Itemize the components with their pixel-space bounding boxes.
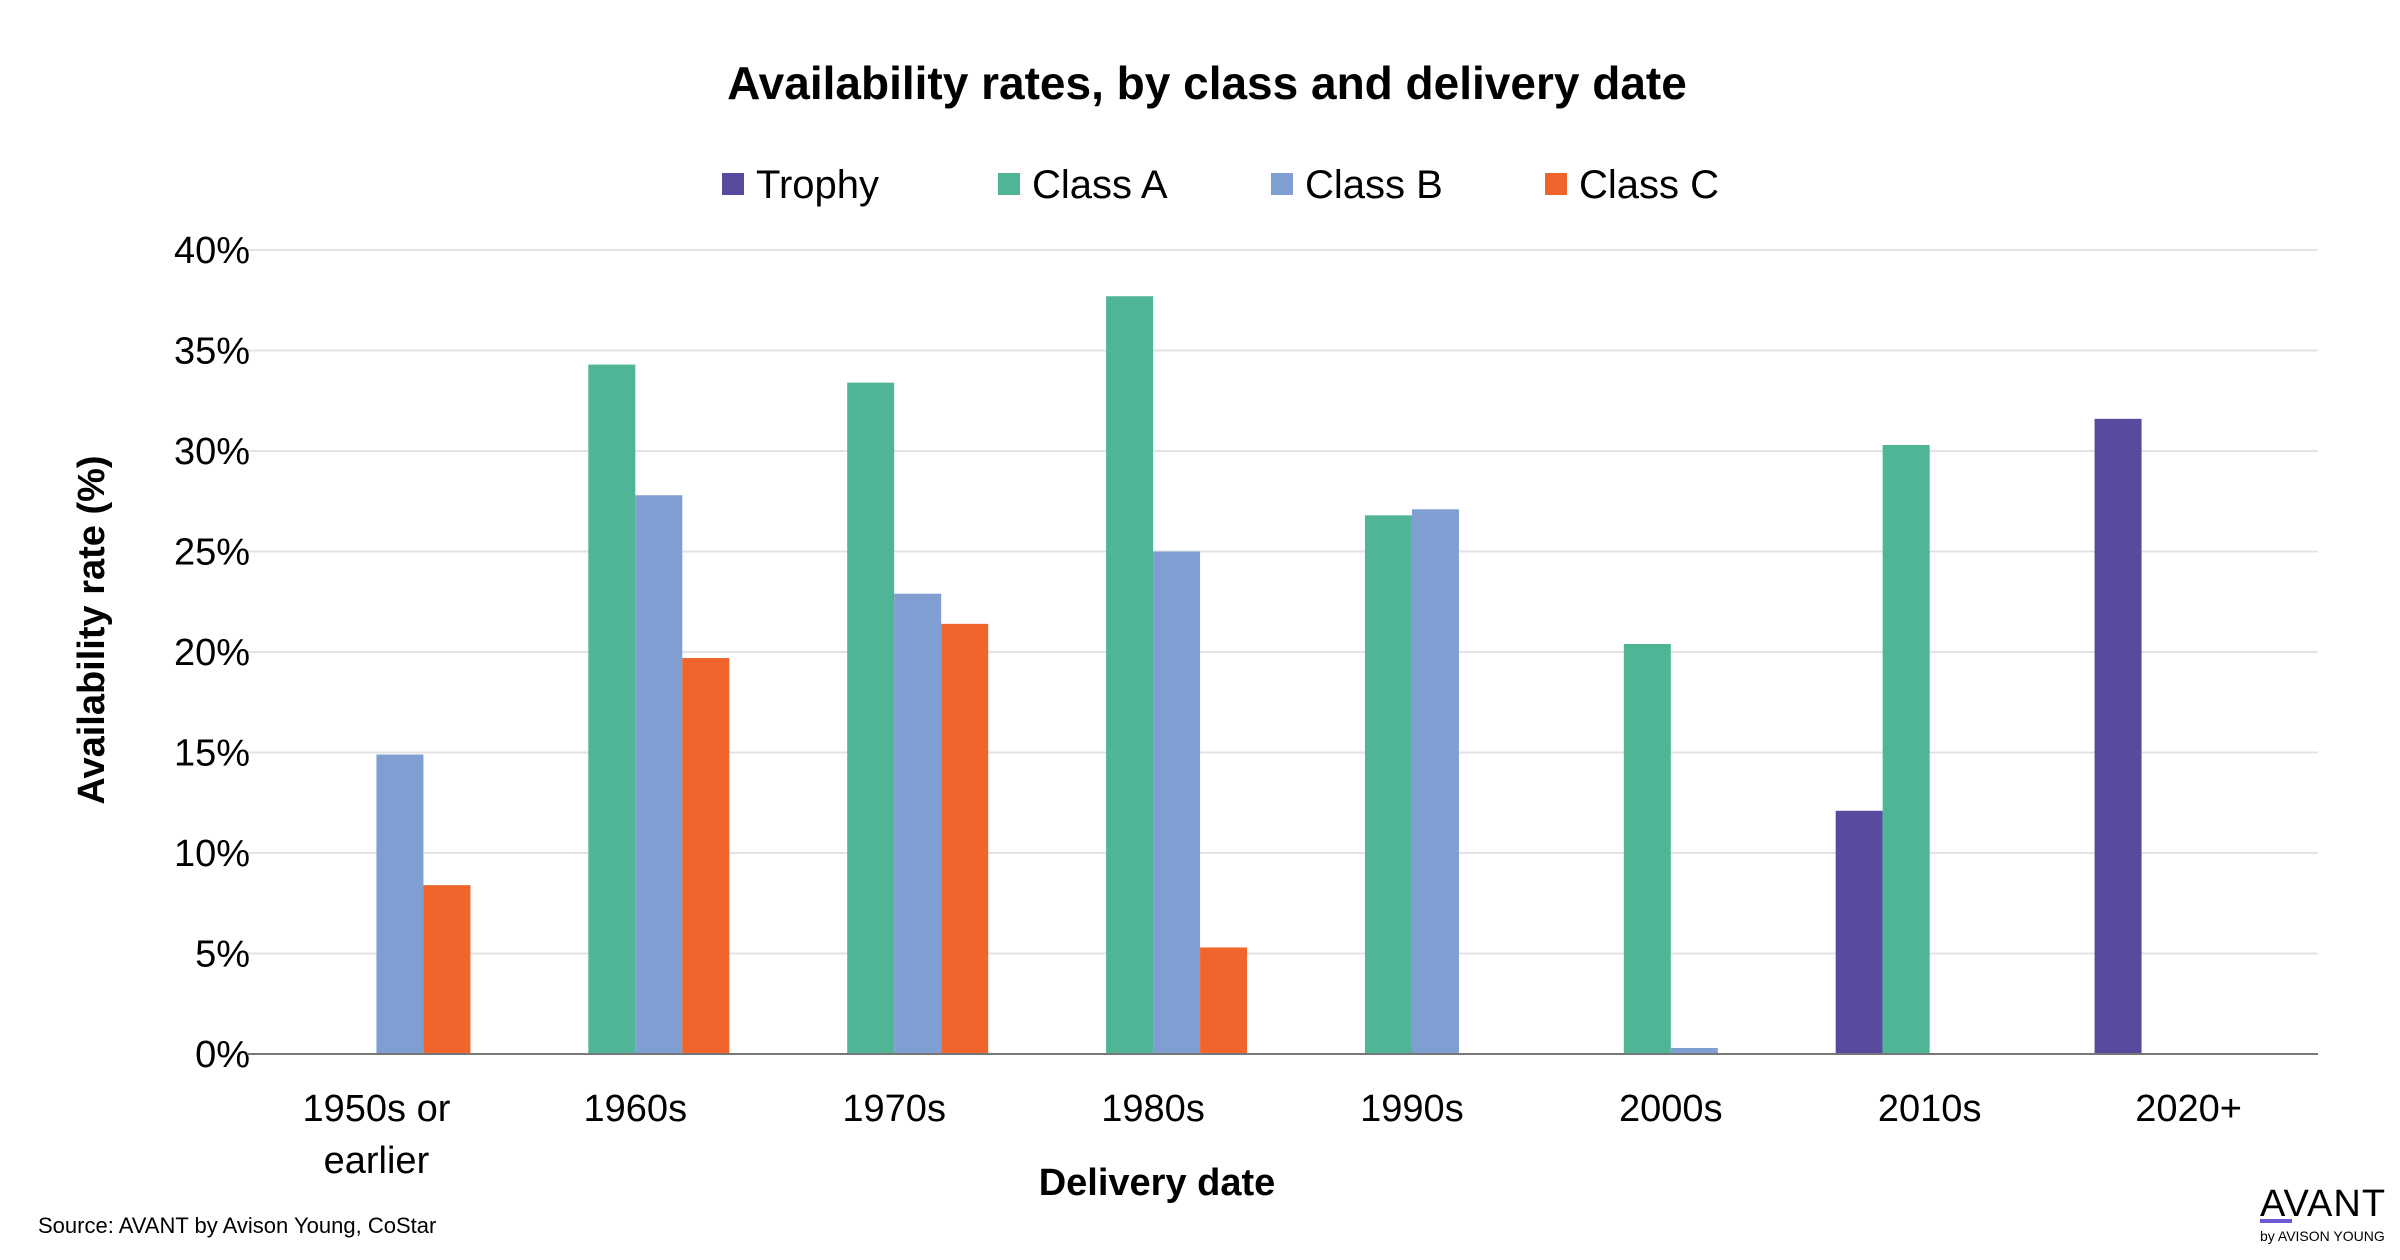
x-tick-label: 1950s or earlier — [302, 1088, 450, 1182]
x-axis-ticks: 1950s or earlier 1960s 1970s 1980s 1990s 2000s… — [302, 1088, 2241, 1182]
bar-class-c — [1200, 947, 1248, 1054]
y-tick-label: 10% — [174, 833, 250, 875]
gridlines — [247, 249, 2318, 955]
bar-trophy — [1835, 810, 1883, 1054]
logo-main-text: AVANT — [2260, 1183, 2386, 1225]
y-axis-ticks: 0% 5% 10% 15% 20% 25% 30% 35% 40% — [174, 230, 250, 1076]
legend-swatch — [722, 173, 744, 195]
legend-swatch — [1271, 173, 1293, 195]
bar-class-c — [941, 623, 989, 1054]
x-tick-label: 1960s — [584, 1088, 688, 1130]
bar-class-c — [682, 658, 730, 1054]
bar-class-c — [423, 885, 471, 1054]
y-tick-label: 25% — [174, 532, 250, 574]
source-note: Source: AVANT by Avison Young, CoStar — [38, 1213, 436, 1238]
x-tick-label: 1990s — [1360, 1088, 1464, 1130]
x-tick-label: 1970s — [842, 1088, 946, 1130]
y-tick-label: 0% — [195, 1034, 250, 1076]
bar-class-a — [588, 364, 636, 1054]
logo-sub-text: by AVISON YOUNG — [2260, 1228, 2385, 1244]
bar-class-b — [894, 593, 942, 1054]
legend-label: Class C — [1579, 163, 1719, 207]
bar-class-b — [635, 495, 683, 1055]
y-tick-label: 20% — [174, 632, 250, 674]
x-axis-title: Delivery date — [1039, 1162, 1276, 1204]
y-tick-label: 40% — [174, 230, 250, 272]
x-tick-label: 2020+ — [2135, 1088, 2242, 1130]
y-tick-label: 15% — [174, 733, 250, 775]
x-tick-label: 1980s — [1101, 1088, 1205, 1130]
bar-class-a — [1106, 296, 1154, 1055]
y-tick-label: 30% — [174, 431, 250, 473]
y-tick-label: 5% — [195, 934, 250, 976]
chart-title: Availability rates, by class and deliver… — [727, 57, 1687, 109]
x-tick-label: 2000s — [1619, 1088, 1723, 1130]
bar-class-b — [376, 754, 424, 1054]
avant-logo: AVANT by AVISON YOUNG — [2260, 1183, 2386, 1244]
bar-class-b — [1411, 509, 1459, 1054]
x-tick-label: 2010s — [1878, 1088, 1982, 1130]
bar-class-a — [1623, 643, 1671, 1054]
bars — [376, 296, 2142, 1055]
bar-class-b — [1153, 551, 1201, 1054]
y-tick-label: 35% — [174, 331, 250, 373]
bar-trophy — [2094, 418, 2142, 1055]
legend-label: Class B — [1305, 163, 1443, 207]
legend-label: Trophy — [756, 163, 879, 207]
bar-class-a — [1882, 444, 1930, 1055]
y-axis-title: Availability rate (%) — [71, 455, 113, 804]
bar-class-a — [847, 382, 895, 1054]
legend-label: Class A — [1032, 163, 1168, 207]
logo-accent-bar — [2260, 1219, 2292, 1223]
legend-swatch — [1545, 173, 1567, 195]
legend-swatch — [998, 173, 1020, 195]
bar-class-a — [1364, 515, 1412, 1054]
bar-class-b — [1670, 1047, 1718, 1054]
legend: Trophy Class A Class B Class C — [722, 163, 1719, 207]
